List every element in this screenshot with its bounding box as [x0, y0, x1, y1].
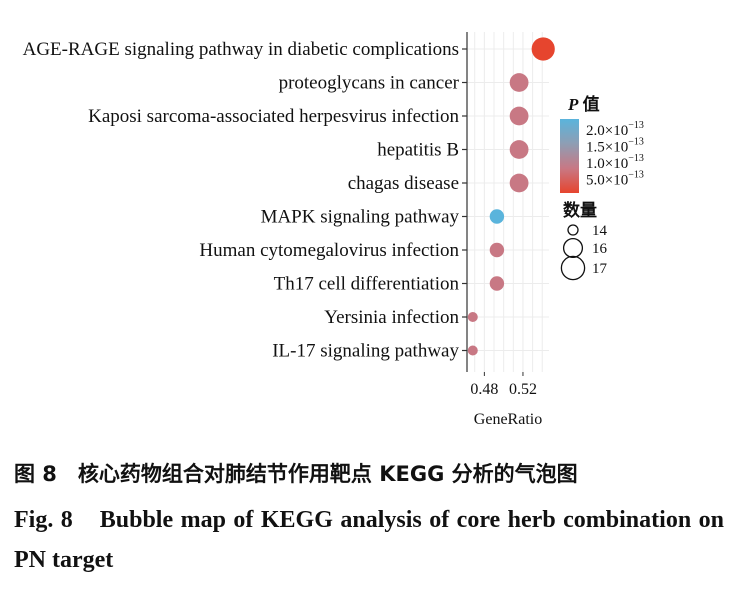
- y-tick-label: MAPK signaling pathway: [261, 207, 460, 228]
- y-tick-label: chagas disease: [348, 173, 459, 194]
- y-tick-label: Kaposi sarcoma-associated herpesvirus in…: [88, 106, 459, 127]
- y-tick-label: hepatitis B: [377, 140, 459, 161]
- y-tick-label: Yersinia infection: [324, 307, 459, 328]
- size-legend-circle: [560, 255, 586, 281]
- x-axis-title: GeneRatio: [474, 411, 542, 428]
- bubble-point: [489, 276, 505, 291]
- y-tick-label: Th17 cell differentiation: [274, 274, 460, 295]
- y-tick-label: IL-17 signaling pathway: [272, 341, 459, 362]
- size-legend-label: 17: [592, 261, 608, 277]
- size-legend-label: 16: [592, 241, 608, 257]
- plot-panel: [467, 32, 549, 372]
- bubble-point: [467, 345, 478, 356]
- x-tick-label: 0.52: [509, 381, 537, 398]
- bubble-point: [531, 37, 555, 61]
- bubble-point: [489, 242, 505, 258]
- bubble-chart: AGE-RAGE signaling pathway in diabetic c…: [23, 32, 644, 428]
- x-tick-label: 0.48: [470, 381, 498, 398]
- color-legend-title: P 值: [567, 94, 600, 114]
- size-legend-title: 数量: [563, 200, 597, 220]
- y-tick-label: Human cytomegalovirus infection: [199, 240, 459, 261]
- bubble-point: [509, 73, 529, 92]
- y-tick-label: AGE-RAGE signaling pathway in diabetic c…: [23, 39, 459, 60]
- size-legend-circle: [562, 237, 584, 259]
- bubble-point: [509, 140, 529, 159]
- size-legend-circle: [567, 224, 579, 236]
- color-legend-label: 5.0×10−13: [586, 170, 644, 189]
- bubble-point: [489, 209, 505, 224]
- y-tick-label: proteoglycans in cancer: [279, 73, 460, 94]
- size-legend-label: 14: [592, 223, 608, 239]
- color-scale-bar: [560, 119, 579, 193]
- bubble-point: [467, 312, 478, 322]
- bubble-point: [509, 106, 529, 126]
- caption-chinese: 图 8 核心药物组合对肺结节作用靶点 KEGG 分析的气泡图: [14, 462, 578, 486]
- bubble-point: [509, 173, 529, 193]
- caption-english: Fig. 8 Bubble map of KEGG analysis of co…: [14, 507, 724, 573]
